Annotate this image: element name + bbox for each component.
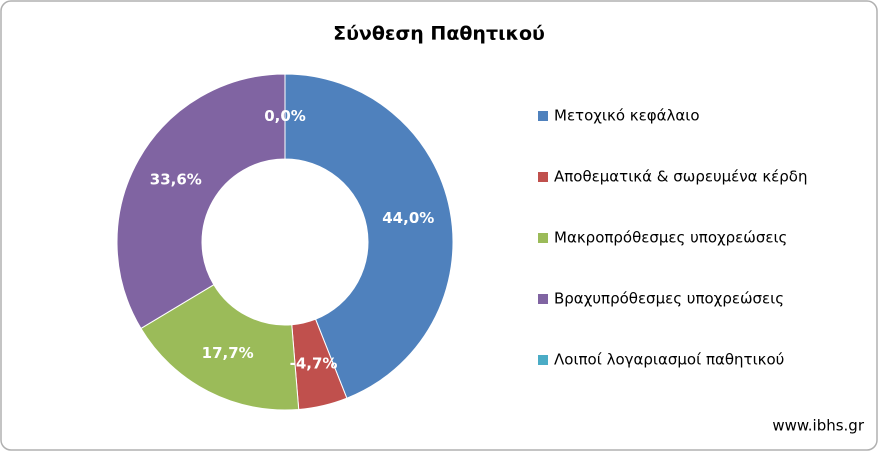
source: www.ibhs.gr — [772, 417, 864, 435]
donut-slice — [116, 73, 286, 330]
data-label: 44,0% — [382, 209, 434, 227]
legend-label: Βραχυπρόθεσμες υποχρεώσεις — [554, 290, 784, 308]
donut-slice — [284, 73, 454, 399]
legend-swatch — [538, 355, 548, 365]
chart-title: Σύνθεση Παθητικού — [333, 23, 545, 45]
legend-swatch — [538, 111, 548, 121]
legend-label: Μετοχικό κεφάλαιο — [554, 107, 700, 125]
donut-slice — [140, 284, 300, 411]
legend-swatch — [538, 294, 548, 304]
data-label: 17,7% — [202, 344, 254, 362]
data-label: -4,7% — [290, 355, 338, 373]
legend-label: Μακροπρόθεσμες υποχρεώσεις — [554, 229, 787, 247]
legend-label: Λοιποί λογαριασμοί παθητικού — [554, 351, 784, 369]
legend-label: Αποθεματικά & σωρευμένα κέρδη — [554, 168, 807, 186]
legend-swatch — [538, 233, 548, 243]
legend-swatch — [538, 172, 548, 182]
data-label: 33,6% — [150, 171, 202, 189]
data-label: 0,0% — [264, 107, 306, 125]
